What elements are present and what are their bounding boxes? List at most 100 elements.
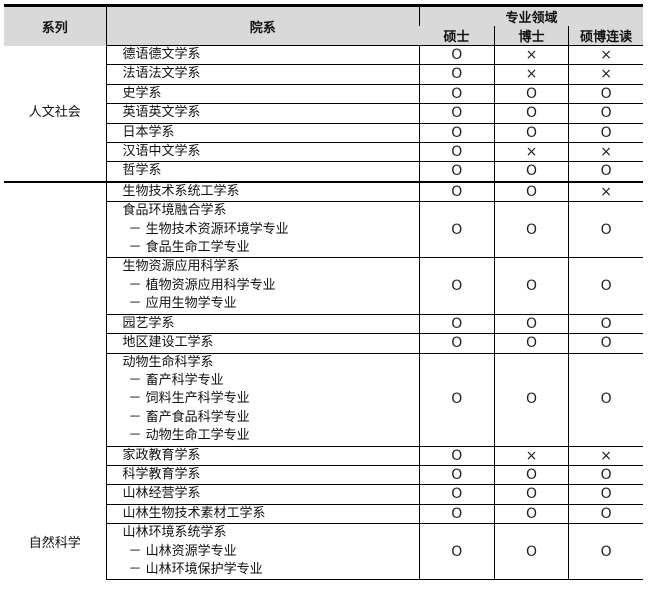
header-series: 系列 [4,4,107,46]
doctor-availability: × [493,142,570,163]
department-name: 园艺学系 [122,315,175,331]
major-name: － 生物技术资源环境学专业 [128,221,289,237]
department-cell: 法语法文学系 [105,64,420,85]
master-availability: O [418,445,495,466]
department-cell: 食品环境融合学系 － 生物技术资源环境学专业 － 食品生命工学专业 [105,201,420,259]
table-row: 科学教育学系 O O O [4,464,643,486]
master-availability: O [418,313,495,335]
department-cell: 科学教育学系 [105,464,420,486]
master-availability: O [418,464,495,486]
major-name: － 植物资源应用科学专业 [128,277,276,293]
master-availability: O [418,201,495,259]
doctor-availability: O [493,201,570,259]
master-availability: O [418,122,495,144]
master-availability: O [418,142,495,163]
header-doctor: 博士 [493,26,569,46]
department-cell: 史学系 [105,83,420,105]
doctor-availability: O [493,103,570,124]
department-cell: 山林环境系统学系 － 山林资源学专业 － 山林环境保护学专业 [105,523,420,581]
major-name: － 山林资源学专业 [128,543,237,559]
doctor-availability: O [493,161,570,183]
department-name: 德语德文学系 [122,47,201,62]
master-availability: O [418,333,495,354]
combined-availability: × [568,64,643,85]
department-name: 哲学系 [122,163,162,179]
combined-availability: O [568,83,643,105]
table-row: 自然科学 生物技术系统工学系 O O × [4,180,643,580]
department-cell: 地区建设工学系 [105,333,420,354]
combined-availability: O [568,161,643,183]
department-cell: 家政教育学系 [105,445,420,466]
major-name: － 畜产食品科学专业 [128,409,250,425]
combined-availability: × [568,142,643,163]
series-label: 人文社会 [4,45,107,182]
major-name: － 食品生命工学专业 [128,240,250,256]
department-name: 汉语中文学系 [122,144,201,160]
department-name: 法语法文学系 [122,66,201,82]
master-availability: O [418,103,495,124]
department-name: 生物技术系统工学系 [122,183,240,199]
department-cell: 山林生物技术素材工学系 [105,503,420,525]
combined-availability: O [568,122,643,144]
doctor-availability: × [493,445,570,466]
department-name: 山林经营学系 [122,486,201,502]
department-name: 动物生命科学系 [122,354,214,370]
major-name: － 应用生物学专业 [128,296,237,312]
table-row: 食品环境融合学系－ 生物技术资源环境学专业－ 食品生命工学专业 O O O [4,201,643,259]
combined-availability: O [568,484,643,505]
table-row: 日本学系 O O O [4,122,643,144]
master-availability: O [418,180,495,203]
master-availability: O [418,484,495,505]
combined-availability: × [568,44,643,66]
master-availability: O [418,44,495,66]
combined-availability: O [568,257,643,315]
table-row: 山林经营学系 O O O [4,484,643,505]
department-cell: 英语英文学系 [105,103,420,124]
combined-availability: × [568,180,643,203]
header-master: 硕士 [419,26,495,46]
major-name: － 山林环境保护学专业 [128,561,263,577]
combined-availability: O [568,352,643,447]
combined-availability: O [568,503,643,525]
department-cell: 生物资源应用科学系 － 植物资源应用科学专业 － 应用生物学专业 [105,257,420,315]
doctor-availability: × [493,44,570,66]
department-name: 日本学系 [122,124,175,140]
department-cell: 哲学系 [105,161,420,183]
table-row: 家政教育学系 O × × [4,445,643,466]
master-availability: O [418,83,495,105]
doctor-availability: O [493,180,570,203]
table-row: 人文社会 德语德文学系 O × × [4,44,643,182]
department-name: 英语英文学系 [122,105,201,121]
table-row: 地区建设工学系 O O O [4,333,643,354]
department-cell: 生物技术系统工学系 [105,180,420,203]
department-name: 食品环境融合学系 [122,203,227,219]
doctor-availability: O [493,503,570,525]
department-name: 生物资源应用科学系 [122,259,240,275]
master-availability: O [418,503,495,525]
major-name: － 畜产科学专业 [128,372,224,388]
table-row: 园艺学系 O O O [4,313,643,335]
master-availability: O [418,352,495,447]
department-cell: 园艺学系 [105,313,420,335]
combined-availability: × [568,445,643,466]
doctor-availability: O [493,122,570,144]
doctor-availability: O [493,464,570,486]
department-name: 山林生物技术素材工学系 [122,505,266,521]
department-name: 山林环境系统学系 [122,525,227,541]
master-availability: O [418,257,495,315]
doctor-availability: O [493,523,570,581]
table-row: 汉语中文学系 O × × [4,142,643,163]
combined-availability: O [568,103,643,124]
header-department: 院系 [105,4,420,46]
table-row: 法语法文学系 O × × [4,64,643,85]
combined-availability: O [568,523,643,581]
major-name: － 饲料生产科学专业 [128,391,250,407]
department-cell: 德语德文学系 [105,44,420,66]
program-table: 系列 院系 专业领域 硕士 博士 硕博连读 人文社会 德语德文学系 O × × 法语法文学… [4,4,643,581]
doctor-availability: O [493,83,570,105]
department-name: 家政教育学系 [122,447,201,463]
combined-availability: O [568,464,643,486]
doctor-availability: O [493,313,570,335]
header-combined: 硕博连读 [568,26,643,46]
department-name: 史学系 [122,85,162,101]
